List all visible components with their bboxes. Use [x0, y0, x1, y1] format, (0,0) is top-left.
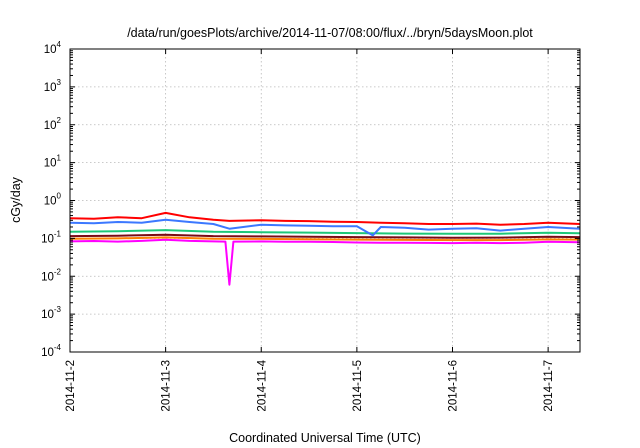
- series-line: [69, 236, 581, 242]
- y-tick-label: 101: [44, 154, 62, 170]
- series-line: [69, 233, 581, 239]
- x-tick-label: 2014-11-2: [65, 360, 77, 412]
- x-tick-label: 2014-11-5: [352, 360, 364, 412]
- series-line: [69, 211, 581, 226]
- y-tick-label: 104: [44, 40, 62, 56]
- series-line: [69, 218, 581, 237]
- y-tick-label: 10-4: [41, 343, 61, 359]
- grid: [70, 49, 580, 352]
- x-tick-label: 2014-11-7: [543, 360, 555, 412]
- y-axis: 10-4 10-3 10-2 10-1 100 101 102 103 104: [41, 40, 580, 359]
- x-tick-label: 2014-11-6: [448, 360, 460, 412]
- y-tick-label: 10-1: [41, 229, 61, 245]
- y-tick-label: 102: [44, 116, 62, 132]
- chart-title: /data/run/goesPlots/archive/2014-11-07/0…: [127, 26, 533, 40]
- y-tick-label: 103: [44, 78, 62, 94]
- x-axis-label: Coordinated Universal Time (UTC): [229, 431, 421, 445]
- y-tick-label: 10-3: [41, 305, 61, 321]
- x-tick-label: 2014-11-3: [161, 360, 173, 412]
- series-line: [69, 229, 581, 235]
- y-axis-label: cGy/day: [9, 176, 23, 223]
- y-tick-label: 10-2: [41, 267, 61, 283]
- x-axis: 2014-11-2 2014-11-3 2014-11-4 2014-11-5 2014…: [65, 49, 555, 412]
- x-tick-label: 2014-11-4: [256, 359, 268, 411]
- series-line: [69, 238, 581, 286]
- y-tick-label: 100: [44, 192, 62, 208]
- series-group: [69, 211, 581, 286]
